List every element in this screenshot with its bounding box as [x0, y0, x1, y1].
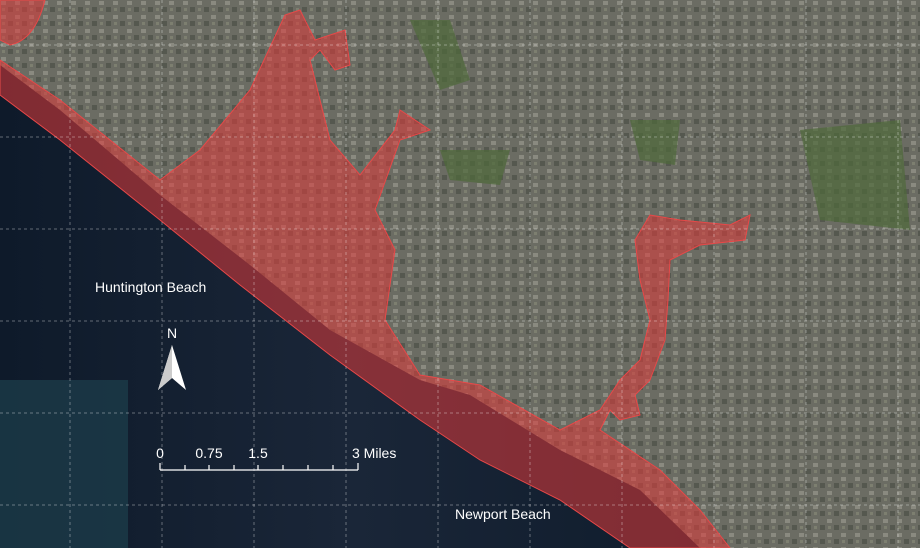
- scale-label: 3 Miles: [352, 445, 396, 461]
- north-arrow: N: [158, 325, 186, 390]
- scale-bar: [159, 463, 359, 471]
- north-arrow-shade: [158, 345, 172, 390]
- scale-label: 0.75: [195, 445, 222, 461]
- flood-zone: [0, 9, 751, 548]
- place-label: Newport Beach: [455, 506, 551, 522]
- ocean: [0, 65, 700, 548]
- ocean-tile: [0, 380, 128, 548]
- vegetation: [410, 20, 910, 230]
- flood-zones: [0, 0, 751, 548]
- north-label: N: [167, 325, 177, 341]
- scale-label: 1.5: [248, 445, 268, 461]
- flood-zone: [0, 0, 46, 46]
- place-label: Huntington Beach: [95, 279, 206, 295]
- scale-label: 0: [156, 445, 164, 461]
